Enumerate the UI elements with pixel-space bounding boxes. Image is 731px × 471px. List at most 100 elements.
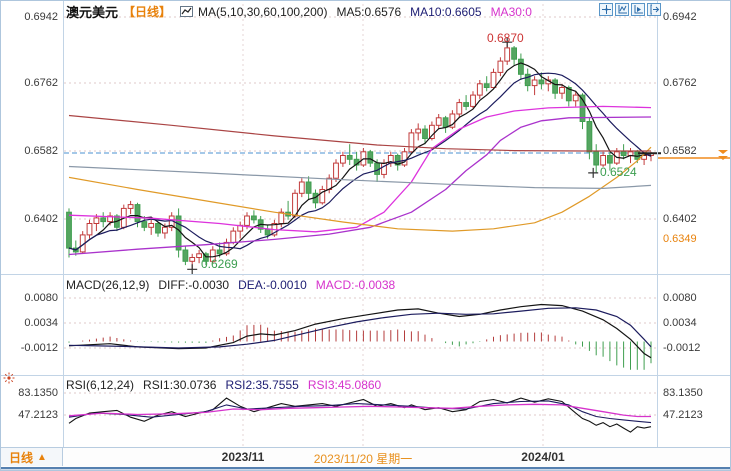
candle bbox=[435, 117, 442, 126]
candle bbox=[298, 181, 305, 194]
candle bbox=[524, 73, 531, 87]
ma-line-long-trend bbox=[68, 114, 651, 152]
axis-label: 47.2123 bbox=[18, 409, 58, 421]
candle bbox=[264, 228, 271, 236]
axis-label: 47.2123 bbox=[663, 409, 703, 421]
triangle-up-icon: ▲ bbox=[37, 451, 47, 463]
candle bbox=[127, 204, 134, 209]
candle bbox=[456, 102, 463, 115]
candle bbox=[600, 155, 607, 166]
date-axis[interactable]: 2023/11 2023/11/20 星期一 2024/01 bbox=[1, 447, 730, 467]
ma30-value: MA30:0 bbox=[490, 4, 532, 19]
axis-label: 83.1350 bbox=[18, 387, 58, 399]
symbol-title: 澳元美元 bbox=[66, 5, 119, 20]
candle bbox=[641, 155, 648, 160]
candle bbox=[572, 94, 579, 102]
date-axis-label: 2023/11 bbox=[221, 450, 265, 464]
candle bbox=[107, 215, 113, 223]
chart-line-icon bbox=[180, 6, 194, 17]
axis-label: 0.0034 bbox=[663, 317, 697, 329]
axis-label: -0.0012 bbox=[20, 342, 58, 354]
candle bbox=[586, 121, 593, 153]
right-axis-divider bbox=[657, 1, 658, 447]
axis-label: 0.6762 bbox=[663, 77, 697, 89]
candle bbox=[141, 221, 148, 228]
axis-label: 0.0080 bbox=[24, 292, 58, 304]
candle bbox=[497, 60, 504, 73]
chart-toolbar bbox=[599, 3, 661, 16]
candle bbox=[538, 79, 545, 85]
axis-label: -0.0012 bbox=[663, 342, 701, 354]
candle bbox=[196, 253, 202, 259]
candle bbox=[531, 79, 538, 87]
ma10-value: MA10:0.6605 bbox=[410, 4, 482, 19]
candle bbox=[134, 204, 141, 223]
candle bbox=[449, 113, 456, 128]
date-axis-label: 2024/01 bbox=[521, 450, 565, 464]
candle bbox=[189, 257, 196, 262]
candle bbox=[579, 94, 586, 122]
price-marker-icon bbox=[718, 150, 728, 160]
low-price-label: 0.6269 bbox=[201, 257, 238, 271]
candle bbox=[422, 128, 428, 140]
axis-label: 0.6582 bbox=[24, 145, 58, 157]
axis-label: 0.6582 bbox=[663, 145, 697, 157]
candle bbox=[209, 249, 216, 262]
candle bbox=[66, 211, 72, 249]
candle bbox=[593, 151, 600, 166]
swing-low-label: 0.6524 bbox=[600, 165, 637, 179]
indicator-settings-icon[interactable] bbox=[3, 371, 15, 389]
macd-pane-header: MACD(26,12,9) DIFF:-0.0030 DEA:-0.0010 M… bbox=[66, 278, 395, 292]
chart-play-icon[interactable] bbox=[631, 3, 645, 16]
rsi2-value: RSI2:35.7555 bbox=[225, 378, 299, 392]
candle bbox=[504, 47, 511, 62]
candle bbox=[559, 87, 565, 94]
candle bbox=[415, 128, 422, 134]
chart-zoom-icon[interactable] bbox=[615, 3, 629, 16]
candle bbox=[100, 217, 107, 223]
macd-dea-value: DEA:-0.0010 bbox=[238, 278, 307, 292]
rsi-pane-header: RSI(6,12,24) RSI1:30.0736 RSI2:35.7555 R… bbox=[66, 378, 381, 392]
axis-label: 0.6942 bbox=[24, 11, 58, 23]
macd-line bbox=[68, 307, 652, 349]
candle bbox=[367, 151, 374, 164]
macd-rsi-divider[interactable] bbox=[1, 375, 730, 376]
candle bbox=[394, 155, 401, 166]
high-price-label: 0.6870 bbox=[487, 31, 524, 45]
candle bbox=[305, 181, 312, 194]
period-tab-daily[interactable]: 日线 ▲ bbox=[1, 448, 63, 466]
candle bbox=[490, 71, 497, 89]
axis-label: 0.6402 bbox=[663, 213, 697, 225]
candle bbox=[162, 226, 168, 234]
crosshair-icon[interactable] bbox=[599, 3, 613, 16]
rsi-line bbox=[68, 403, 651, 418]
candle bbox=[340, 155, 346, 164]
axis-label: 0.0080 bbox=[663, 292, 697, 304]
axis-label: 0.6349 bbox=[663, 233, 697, 245]
candle bbox=[518, 58, 524, 75]
candle bbox=[483, 83, 490, 89]
ma-params-label: MA(5,10,30,60,100,200) bbox=[198, 4, 328, 19]
candle bbox=[429, 124, 435, 140]
candle bbox=[203, 253, 209, 262]
ma-line-MA30 bbox=[68, 105, 652, 233]
candle bbox=[607, 155, 613, 164]
candle bbox=[476, 83, 483, 96]
price-macd-divider[interactable] bbox=[1, 274, 730, 275]
axis-label: 0.6402 bbox=[24, 213, 58, 225]
candle bbox=[182, 249, 189, 262]
exit-right-icon[interactable] bbox=[647, 3, 661, 16]
candle bbox=[333, 162, 339, 179]
candle bbox=[223, 241, 230, 255]
ma-line bbox=[68, 72, 652, 251]
candle bbox=[552, 79, 559, 94]
candle bbox=[216, 249, 223, 255]
ma-line bbox=[68, 62, 652, 258]
candle bbox=[319, 189, 326, 204]
macd-value: MACD:-0.0038 bbox=[315, 278, 396, 292]
macd-diff-value: DIFF:-0.0030 bbox=[158, 278, 230, 292]
window-bottom-edge bbox=[1, 467, 730, 470]
macd-line bbox=[68, 303, 652, 359]
